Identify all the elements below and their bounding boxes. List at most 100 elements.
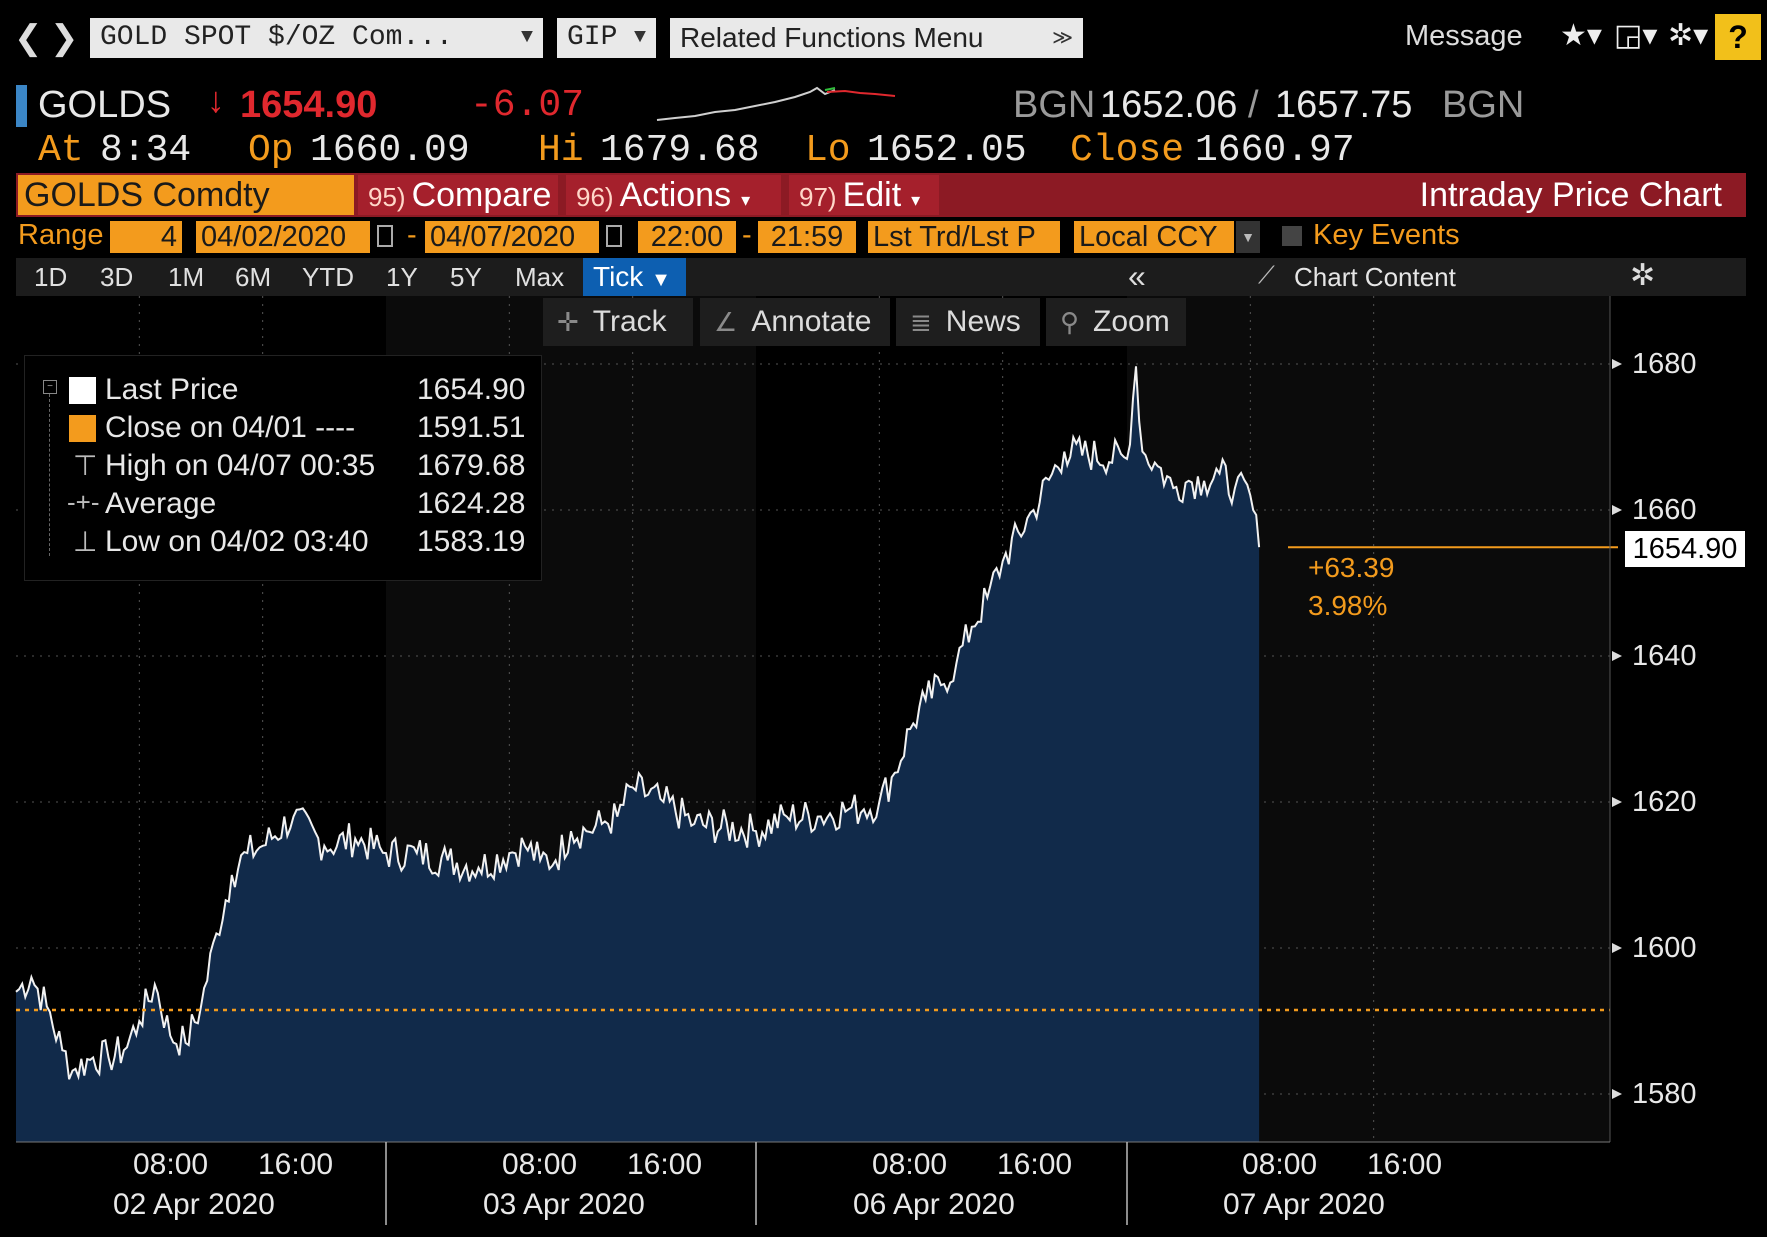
- compare-button[interactable]: 95) Compare: [358, 175, 558, 215]
- high-value: 1679.68: [600, 129, 760, 172]
- low-marker-icon: ⊥: [73, 526, 98, 557]
- settings-gear-icon[interactable]: ✲: [1630, 259, 1656, 292]
- zoom-button[interactable]: ⚲ Zoom: [1046, 298, 1186, 346]
- help-button[interactable]: ?: [1715, 14, 1761, 60]
- x-tick-label: 16:00: [627, 1148, 703, 1181]
- chevron-down-icon: ▼: [520, 26, 533, 49]
- calendar-icon[interactable]: [606, 225, 622, 247]
- chevron-down-icon[interactable]: ▼: [1236, 221, 1260, 253]
- period-3d-button[interactable]: 3D: [100, 262, 134, 292]
- edit-button[interactable]: 97) Edit ▾: [789, 175, 939, 215]
- range-value-field[interactable]: 4: [110, 221, 182, 253]
- forward-arrow-icon[interactable]: ❯: [50, 19, 79, 57]
- y-tick-label: 1620: [1632, 786, 1697, 818]
- close-label: Close: [1070, 129, 1185, 172]
- magnifier-icon: ⚲: [1060, 307, 1080, 337]
- time-separator: -: [742, 219, 752, 251]
- last-price-tag: 1654.90: [1625, 531, 1745, 567]
- x-tick-label: 08:00: [1242, 1148, 1318, 1181]
- page-title: Intraday Price Chart: [1419, 176, 1722, 214]
- security-name-field[interactable]: GOLDS Comdty: [18, 175, 354, 215]
- last-price: 1654.90: [240, 84, 378, 126]
- ticker-symbol: GOLDS: [38, 84, 172, 126]
- y-tick-label: 1640: [1632, 640, 1697, 672]
- star-icon[interactable]: ★▾: [1560, 19, 1602, 52]
- x-tick-label: 16:00: [1367, 1148, 1443, 1181]
- legend-name: Close on 04/01 ----: [105, 411, 356, 444]
- day-separators: [385, 1142, 1128, 1225]
- down-arrow-icon: ↓: [205, 82, 227, 123]
- bid-source: BGN: [1013, 84, 1096, 126]
- collapse-icon[interactable]: «: [1128, 258, 1146, 294]
- end-date-field[interactable]: 04/07/2020: [425, 221, 599, 253]
- currency-select-text: GIP: [567, 22, 618, 53]
- security-input[interactable]: GOLD SPOT $/OZ Com... ▼: [90, 18, 543, 58]
- legend-tree-line: [49, 394, 51, 556]
- open-value: 1660.09: [310, 129, 470, 172]
- window-icon[interactable]: ◲▾: [1614, 19, 1658, 52]
- related-functions-menu[interactable]: Related Functions Menu ≫: [670, 18, 1083, 58]
- period-max-button[interactable]: Max: [515, 262, 565, 292]
- legend-name: Low on 04/02 03:40: [105, 525, 369, 558]
- legend-value: 1583.19: [417, 525, 526, 558]
- key-events-checkbox[interactable]: [1282, 226, 1302, 246]
- news-button[interactable]: ≣ News: [896, 298, 1040, 346]
- period-1d-button[interactable]: 1D: [34, 262, 68, 292]
- period-5y-button[interactable]: 5Y: [450, 262, 482, 292]
- time-label: At: [38, 129, 84, 172]
- legend-name: Last Price: [105, 373, 239, 406]
- open-label: Op: [248, 129, 294, 172]
- ask-price: 1657.75: [1275, 84, 1413, 126]
- chart-content-button[interactable]: Chart Content: [1294, 262, 1456, 292]
- end-time-field[interactable]: 21:59: [758, 221, 856, 253]
- period-tick-label: Tick: [593, 261, 644, 292]
- annotate-button[interactable]: ∠ Annotate: [700, 298, 890, 346]
- legend-swatch: [69, 377, 96, 404]
- x-tick-label: 16:00: [997, 1148, 1073, 1181]
- actions-label: Actions: [619, 176, 732, 214]
- y-tick-mark: [1612, 651, 1622, 661]
- x-tick-label: 08:00: [872, 1148, 948, 1181]
- ticker-marker: [16, 85, 27, 127]
- period-1m-button[interactable]: 1M: [168, 262, 205, 292]
- annotate-label: Annotate: [751, 305, 872, 338]
- y-tick-mark: [1612, 1089, 1622, 1099]
- news-label: News: [945, 305, 1021, 338]
- start-time-field[interactable]: 22:00: [638, 221, 736, 253]
- command-bar: ❮ ❯ GOLD SPOT $/OZ Com... ▼ GIP ▼ Relate…: [0, 0, 1767, 80]
- legend-value: 1654.90: [417, 373, 526, 406]
- price-type-select[interactable]: Lst Trd/Lst P: [868, 221, 1060, 253]
- bid-price: 1652.06: [1100, 84, 1238, 126]
- period-tick-button[interactable]: Tick ▼: [583, 258, 686, 296]
- currency-select[interactable]: GIP ▼: [557, 18, 656, 58]
- key-events-label: Key Events: [1313, 219, 1460, 251]
- period-1y-button[interactable]: 1Y: [386, 262, 418, 292]
- time-value: 8:34: [100, 129, 192, 172]
- double-chevron-down-icon: ≫: [1052, 27, 1073, 49]
- period-6m-button[interactable]: 6M: [235, 262, 272, 292]
- change-percent: 3.98%: [1308, 590, 1388, 621]
- gear-icon[interactable]: ✲▾: [1668, 19, 1709, 52]
- legend-swatch: [69, 415, 96, 442]
- start-date-field[interactable]: 04/02/2020: [196, 221, 370, 253]
- compare-number: 95): [368, 182, 406, 212]
- period-ytd-button[interactable]: YTD: [302, 262, 354, 292]
- close-value: 1660.97: [1195, 129, 1355, 172]
- actions-button[interactable]: 96) Actions ▾: [566, 175, 781, 215]
- collapse-legend-icon[interactable]: −: [43, 380, 57, 394]
- legend-name: Average: [105, 487, 217, 520]
- currency-select[interactable]: Local CCY: [1074, 221, 1234, 253]
- zoom-label: Zoom: [1093, 305, 1170, 338]
- x-day-label: 03 Apr 2020: [483, 1188, 645, 1221]
- period-row: [16, 258, 1746, 296]
- track-button[interactable]: ✛ Track: [543, 298, 693, 346]
- x-tick-label: 08:00: [133, 1148, 209, 1181]
- legend-name: High on 04/07 00:35: [105, 449, 376, 482]
- caret-down-icon: ▾: [741, 190, 751, 210]
- calendar-icon[interactable]: [377, 225, 393, 247]
- message-button[interactable]: Message: [1405, 20, 1523, 52]
- y-tick-mark: [1612, 797, 1622, 807]
- chart-legend: − Last Price 1654.90 Close on 04/01 ----…: [24, 355, 542, 581]
- back-arrow-icon[interactable]: ❮: [14, 19, 43, 57]
- low-value: 1652.05: [867, 129, 1027, 172]
